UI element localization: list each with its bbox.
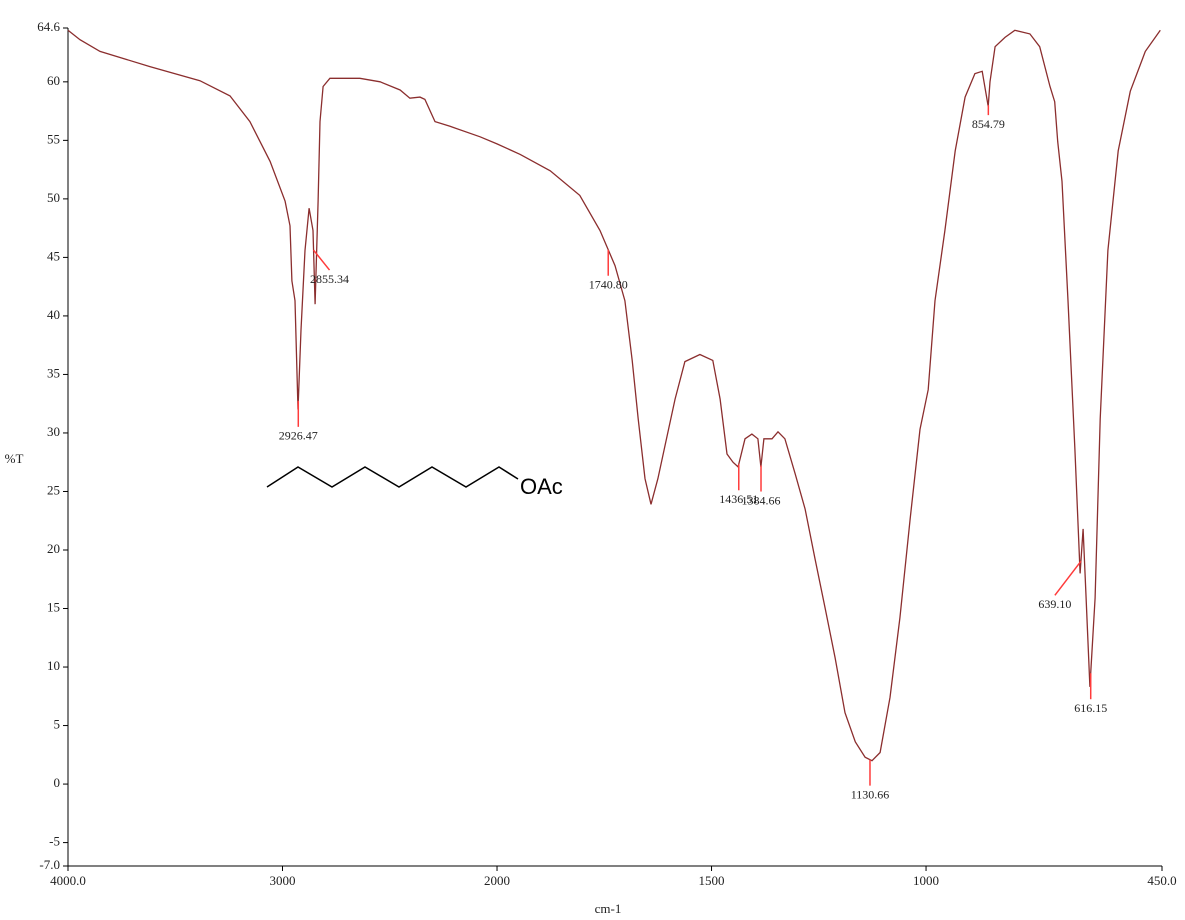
y-tick-label: 60 <box>47 73 60 88</box>
y-tick-label: 35 <box>47 365 60 380</box>
peak-label: 1436.51 <box>719 492 758 506</box>
peak-label: 854.79 <box>972 117 1005 131</box>
x-tick-label: 3000 <box>270 873 296 888</box>
y-tick-label: 30 <box>47 424 60 439</box>
structure <box>266 466 519 488</box>
y-tick-label: 15 <box>47 599 60 614</box>
spectrum-line <box>67 29 1161 762</box>
peak-marker <box>312 249 331 271</box>
x-tick-label: 4000.0 <box>50 873 86 888</box>
peak-label: 1384.66 <box>742 493 781 507</box>
y-tick-label: 55 <box>47 131 60 146</box>
y-tick-label: 40 <box>47 307 60 322</box>
y-tick-label: 0 <box>54 775 61 790</box>
y-tick-label: -7.0 <box>39 857 60 872</box>
y-axis-label: %T <box>5 451 24 466</box>
y-tick-label: 50 <box>47 190 60 205</box>
peak-label: 2855.34 <box>310 272 349 286</box>
y-tick-label: -5 <box>49 834 60 849</box>
y-tick-label: 25 <box>47 482 60 497</box>
y-tick-label: 20 <box>47 541 60 556</box>
x-tick-label: 1500 <box>699 873 725 888</box>
x-tick-label: 450.0 <box>1147 873 1176 888</box>
y-tick-label: 10 <box>47 658 60 673</box>
x-tick-label: 1000 <box>913 873 939 888</box>
y-tick-label: 45 <box>47 248 60 263</box>
peak-label: 616.15 <box>1074 701 1107 715</box>
peak-label: 639.10 <box>1038 597 1071 611</box>
y-tick-label: 64.6 <box>37 19 60 34</box>
peak-label: 2926.47 <box>279 429 318 443</box>
peak-marker <box>1054 560 1082 596</box>
peak-label: 1130.66 <box>851 787 890 801</box>
x-axis-label: cm-1 <box>595 901 622 916</box>
x-tick-label: 2000 <box>484 873 510 888</box>
structure-label: OAc <box>520 474 563 499</box>
y-tick-label: 5 <box>54 717 61 732</box>
peak-label: 1740.80 <box>589 277 628 291</box>
